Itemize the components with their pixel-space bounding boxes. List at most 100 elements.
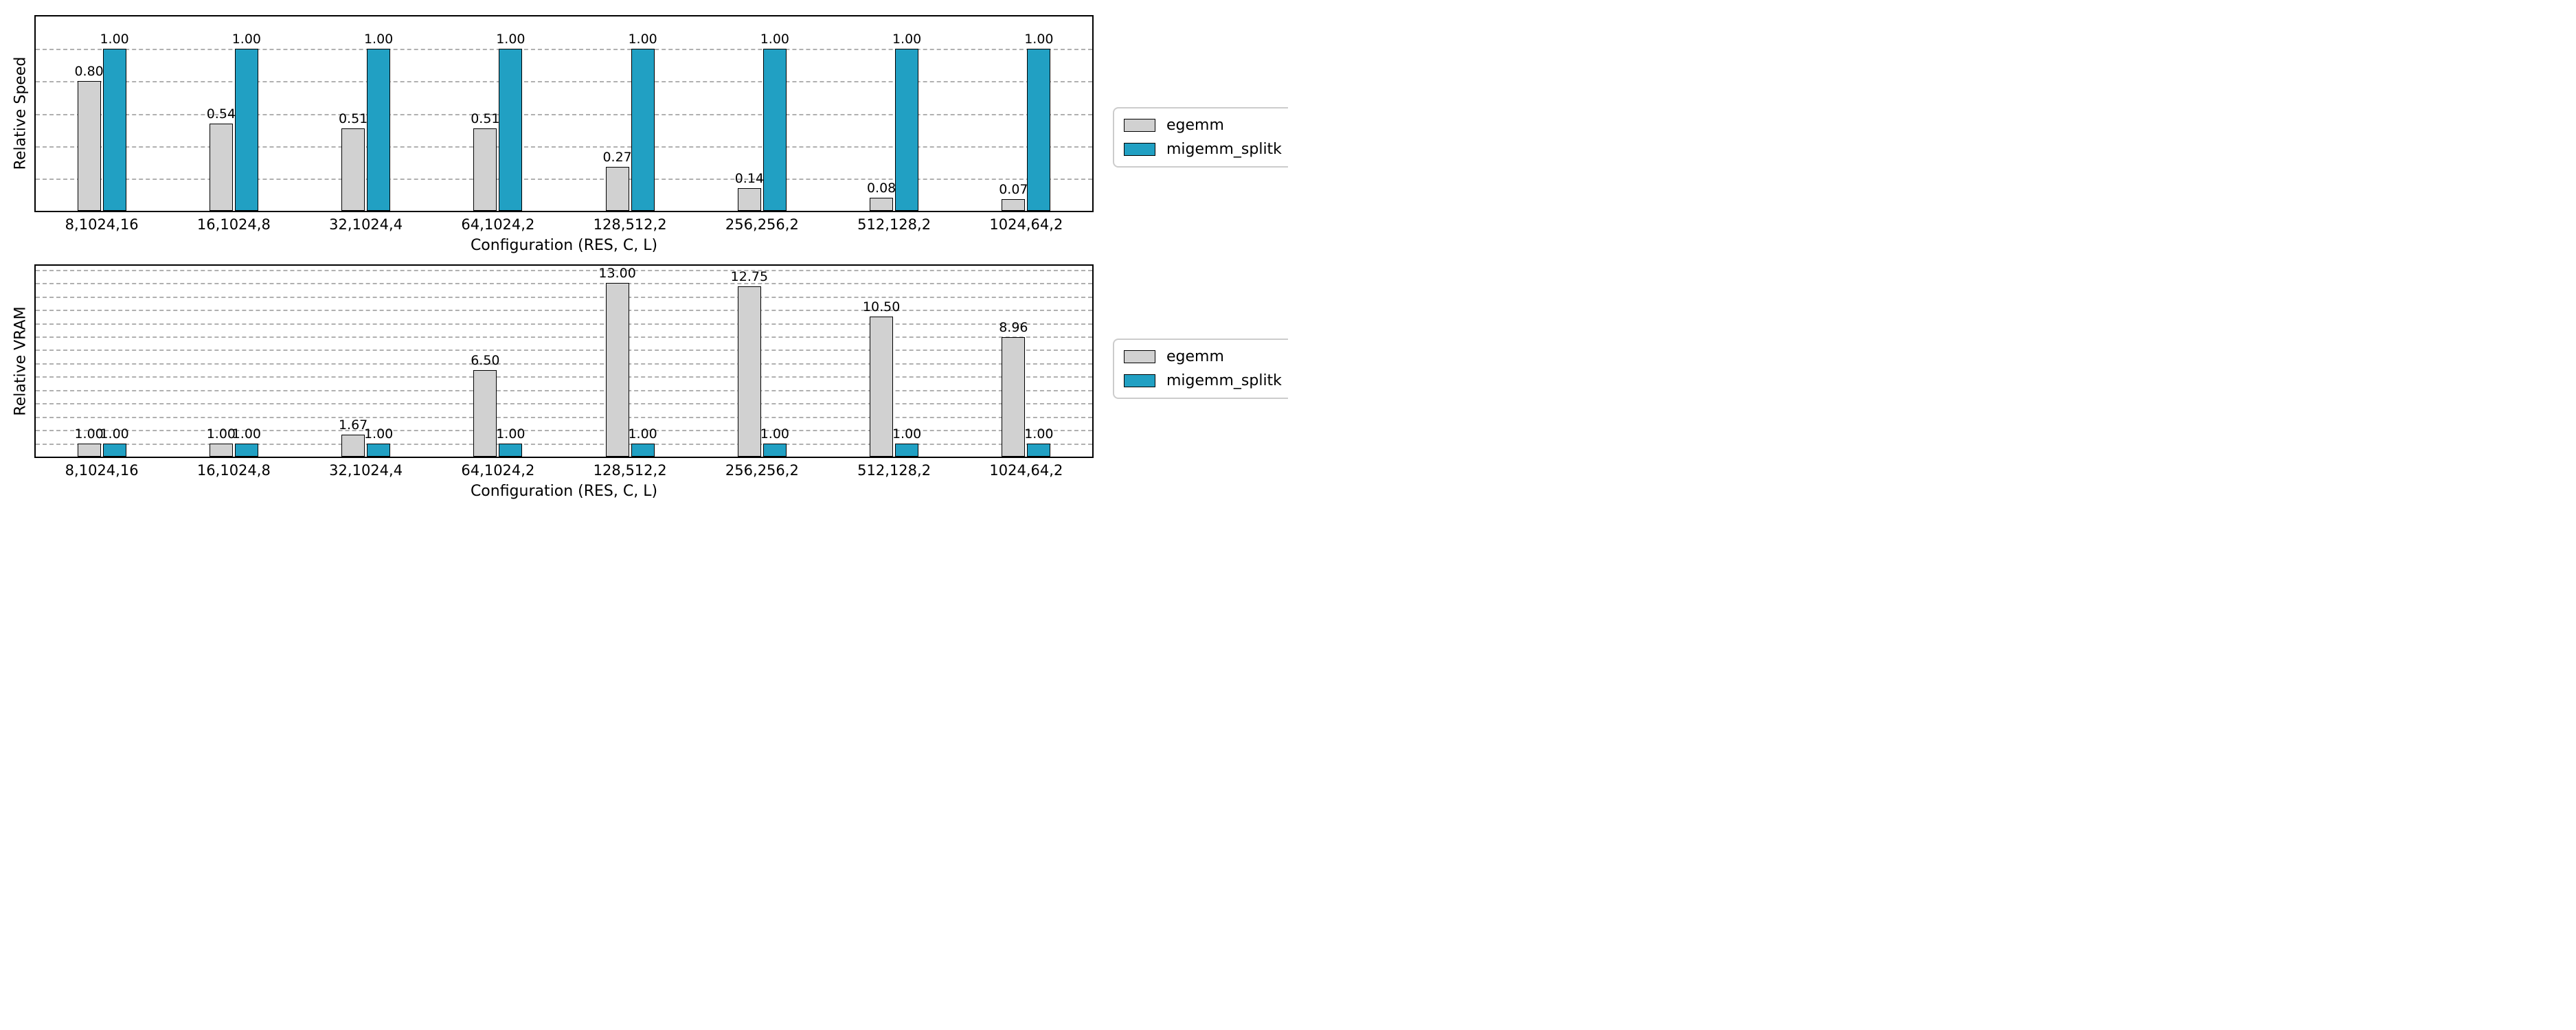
gridline	[36, 296, 1092, 298]
x-tick-label: 16,1024,8	[196, 216, 271, 233]
bar-value-label: 12.75	[730, 269, 769, 285]
bar-migemm_splitk	[1027, 49, 1051, 211]
x-tick-label: 1024,64,2	[989, 462, 1063, 479]
legend-item-egemm: egemm	[1124, 348, 1282, 365]
gridline	[36, 443, 1092, 445]
bar-egemm	[341, 434, 365, 457]
x-tick-label: 128,512,2	[593, 462, 667, 479]
bar-value-label: 8.96	[999, 319, 1028, 335]
x-tick-label: 64,1024,2	[461, 216, 535, 233]
bar-value-label: 0.54	[206, 106, 236, 122]
bar-value-label: 1.00	[206, 426, 236, 442]
legend-swatch-migemm-splitk	[1124, 374, 1155, 387]
x-tick-label: 512,128,2	[857, 462, 931, 479]
gridline	[36, 178, 1092, 180]
bar-egemm	[737, 286, 761, 457]
bar-value-label: 0.08	[866, 181, 896, 196]
legend-swatch-egemm	[1124, 119, 1155, 132]
bar-egemm	[77, 81, 101, 211]
gridline	[36, 49, 1092, 51]
bar-value-label: 1.00	[760, 426, 790, 442]
gridline	[36, 363, 1092, 365]
bar-egemm	[737, 187, 761, 211]
gridline	[36, 146, 1092, 148]
gridline	[36, 323, 1092, 325]
bar-egemm	[209, 123, 233, 211]
x-tick-label: 16,1024,8	[196, 462, 271, 479]
vram-legend: egemm migemm_splitk	[1113, 339, 1288, 399]
bar-value-label: 1.00	[628, 426, 657, 442]
bar-migemm_splitk	[102, 443, 126, 457]
bar-value-label: 1.00	[231, 426, 262, 442]
bar-migemm_splitk	[762, 443, 787, 457]
x-tick-label: 256,256,2	[725, 462, 799, 479]
gridline	[36, 430, 1092, 432]
bar-migemm_splitk	[895, 49, 919, 211]
bar-value-label: 1.00	[892, 426, 922, 442]
bar-egemm	[605, 167, 629, 211]
bar-value-label: 13.00	[598, 266, 636, 282]
gridline	[36, 416, 1092, 418]
bar-value-label: 1.00	[74, 426, 104, 442]
legend-label-egemm: egemm	[1166, 348, 1224, 365]
bar-value-label: 0.07	[999, 182, 1028, 198]
bar-value-label: 0.14	[734, 170, 765, 186]
speed-x-axis-label: Configuration (RES, C, L)	[470, 237, 658, 254]
bar-migemm_splitk	[499, 49, 523, 211]
x-tick-label: 1024,64,2	[989, 216, 1063, 233]
legend-label-migemm-splitk: migemm_splitk	[1166, 141, 1282, 158]
legend-label-egemm: egemm	[1166, 117, 1224, 134]
bar-value-label: 0.51	[471, 111, 500, 126]
bar-value-label: 6.50	[471, 352, 500, 368]
legend-item-migemm-splitk: migemm_splitk	[1124, 141, 1282, 158]
legend-item-egemm: egemm	[1124, 117, 1282, 134]
bar-value-label: 0.51	[338, 111, 368, 126]
x-tick-label: 64,1024,2	[461, 462, 535, 479]
legend-swatch-egemm	[1124, 350, 1155, 363]
bar-migemm_splitk	[631, 443, 655, 457]
speed-legend: egemm migemm_splitk	[1113, 107, 1288, 168]
gridline	[36, 310, 1092, 312]
gridline	[36, 81, 1092, 83]
bar-value-label: 1.00	[100, 32, 129, 47]
bar-migemm_splitk	[367, 443, 391, 457]
bar-value-label: 0.80	[74, 64, 104, 80]
vram-y-axis-label: Relative VRAM	[12, 306, 30, 416]
bar-egemm	[341, 128, 365, 211]
bar-value-label: 1.00	[231, 32, 262, 47]
speed-y-axis-label: Relative Speed	[12, 56, 30, 170]
bar-value-label: 1.00	[100, 426, 129, 442]
bar-value-label: 1.00	[363, 426, 394, 442]
bar-migemm_splitk	[1027, 443, 1051, 457]
bar-egemm	[473, 128, 497, 211]
bar-value-label: 1.00	[760, 32, 790, 47]
bar-value-label: 1.00	[1024, 426, 1054, 442]
x-tick-label: 32,1024,4	[329, 462, 403, 479]
bar-migemm_splitk	[762, 49, 787, 211]
gridline	[36, 336, 1092, 339]
bar-migemm_splitk	[102, 49, 126, 211]
bar-migemm_splitk	[631, 49, 655, 211]
bar-value-label: 1.00	[363, 32, 394, 47]
legend-label-migemm-splitk: migemm_splitk	[1166, 372, 1282, 389]
bar-egemm	[1002, 336, 1026, 457]
speed-plot-area: 0.80 0.54 0.51 0.51 0.27 0.14 0.08 0.07 1.00 1.00…	[34, 15, 1094, 233]
bar-migemm_splitk	[234, 443, 258, 457]
bar-egemm	[605, 283, 629, 457]
x-tick-label: 128,512,2	[593, 216, 667, 233]
bar-egemm	[209, 443, 233, 457]
bar-migemm_splitk	[234, 49, 258, 211]
bar-migemm_splitk	[367, 49, 391, 211]
gridline	[36, 113, 1092, 115]
figure: Relative Speed 0.80 0.54 0.51 0.51 0.27 0.14 0…	[0, 0, 1288, 515]
legend-swatch-migemm-splitk	[1124, 143, 1155, 156]
vram-x-axis-label: Configuration (RES, C, L)	[470, 483, 658, 500]
bar-value-label: 10.50	[862, 299, 901, 314]
bar-value-label: 1.00	[628, 32, 657, 47]
bar-migemm_splitk	[499, 443, 523, 457]
bar-egemm	[870, 316, 894, 457]
gridline	[36, 269, 1092, 271]
gridline	[36, 350, 1092, 352]
bar-egemm	[870, 198, 894, 211]
bar-value-label: 1.00	[496, 426, 526, 442]
